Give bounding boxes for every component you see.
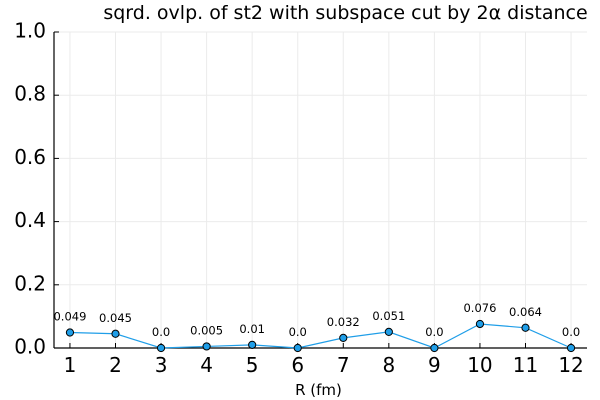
data-label: 0.005 <box>190 323 223 337</box>
data-label: 0.051 <box>372 309 405 323</box>
data-point <box>339 333 348 342</box>
chart-title: sqrd. ovlp. of st2 with subspace cut by … <box>103 2 587 24</box>
series <box>65 319 576 353</box>
data-point <box>111 329 120 338</box>
tick-labels: 0.00.20.40.60.81.01 2 3 4 5 6 7 8 9 10 11 12 <box>14 19 584 378</box>
x-tick-label: 6 <box>291 353 304 377</box>
y-tick-label: 0.2 <box>14 271 46 295</box>
x-tick-label: 1 <box>64 353 77 377</box>
x-tick-label: 9 <box>428 353 441 377</box>
x-tick-label: 5 <box>246 353 259 377</box>
y-tick-label: 0.0 <box>14 335 46 359</box>
data-label: 0.064 <box>509 305 542 319</box>
data-label: 0.0 <box>152 325 170 339</box>
y-tick-label: 1.0 <box>14 19 46 43</box>
data-label: 0.01 <box>239 322 265 336</box>
grid <box>54 31 587 348</box>
x-tick-label: 2 <box>109 353 122 377</box>
data-point <box>202 342 211 351</box>
data-label: 0.0 <box>289 325 307 339</box>
series-line <box>69 323 572 349</box>
data-label: 0.076 <box>463 301 496 315</box>
y-tick-label: 0.4 <box>14 208 46 232</box>
y-tick-label: 0.8 <box>14 82 46 106</box>
axes <box>53 31 587 349</box>
data-labels: 0.049 0.045 0.0 0.005 0.01 0.0 0.032 0.051 0.0 0.… <box>53 301 580 339</box>
x-tick-label: 8 <box>382 353 395 377</box>
x-tick-label: 10 <box>467 353 492 377</box>
data-point <box>65 328 75 337</box>
data-point <box>430 343 439 353</box>
data-point <box>566 343 576 353</box>
x-tick-label: 4 <box>200 353 213 377</box>
x-axis-label: R (fm) <box>295 381 342 399</box>
data-label: 0.0 <box>425 325 443 339</box>
x-tick-label: 7 <box>337 353 350 377</box>
data-label: 0.0 <box>562 325 580 339</box>
x-tick-label: 11 <box>513 353 538 377</box>
y-tick-label: 0.6 <box>14 145 46 169</box>
data-point <box>156 343 166 353</box>
data-point <box>521 323 530 332</box>
data-point <box>475 319 485 329</box>
x-tick-label: 12 <box>558 353 583 377</box>
data-label: 0.049 <box>53 310 86 324</box>
data-point <box>384 327 393 336</box>
data-point <box>248 340 257 349</box>
data-label: 0.045 <box>99 311 132 325</box>
data-label: 0.032 <box>327 315 360 329</box>
x-tick-label: 3 <box>155 353 168 377</box>
data-point <box>293 343 302 353</box>
